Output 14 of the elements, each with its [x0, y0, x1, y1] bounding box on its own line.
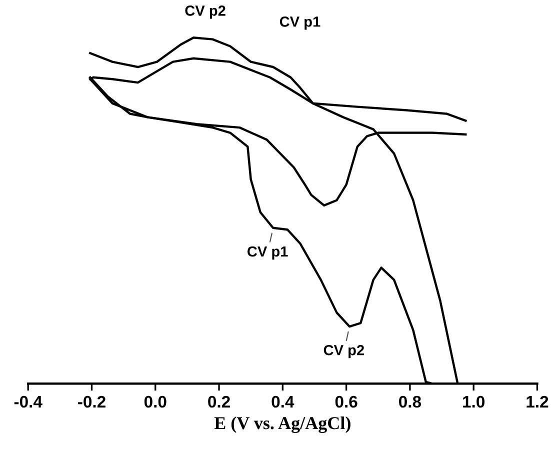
x-tick-label: 1.2: [526, 396, 548, 408]
x-tick-label: 0.6: [335, 396, 358, 408]
x-tick-label: 0.8: [399, 396, 422, 408]
text: CV p1: [280, 16, 320, 30]
x-tick-label: -0.2: [78, 396, 106, 408]
x-tick-label: 0.4: [272, 396, 294, 408]
x-axis-title: E (V vs. Ag/AgCl): [214, 416, 350, 434]
text: CV p2: [185, 6, 226, 19]
x-tick-label: 0.2: [208, 396, 230, 408]
x-tick-label: -0.4: [14, 396, 42, 408]
x-tick-label: 0.0: [144, 396, 166, 408]
annotation: CV p1: [247, 246, 288, 260]
annotation: CV p2: [324, 344, 364, 358]
x-tick-label: 1.0: [463, 396, 484, 408]
